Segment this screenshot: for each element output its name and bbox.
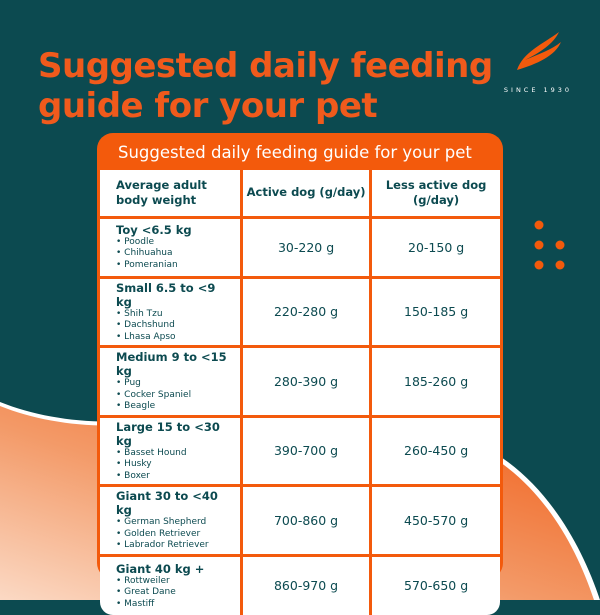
breed-item: • Chihuahua xyxy=(116,248,173,259)
page-title: Suggested daily feeding guide for your p… xyxy=(38,46,493,126)
less-active-cell: 260-450 g xyxy=(369,414,500,487)
weight-class: Giant 40 kg + xyxy=(116,561,205,576)
header-less-active: Less active dog (g/day) xyxy=(369,170,500,219)
breed-item: • Pug xyxy=(116,378,141,388)
active-cell: 220-280 g xyxy=(239,275,373,348)
less-active-cell: 185-260 g xyxy=(369,345,500,418)
table-row: Toy <6.5 kg • Poodle • Chihuahua • Pomerani… xyxy=(100,215,500,279)
flame-swoosh-icon xyxy=(517,32,561,70)
breed-item: • Beagle xyxy=(116,401,156,411)
active-cell: 280-390 g xyxy=(239,345,373,418)
breed-item: • Golden Retriever xyxy=(116,528,201,539)
weight-cell: Giant 30 to <40 kg • German Shepherd • Gol… xyxy=(100,484,243,557)
weight-cell: Medium 9 to <15 kg • Pug • Cocker Spaniel •… xyxy=(100,345,243,418)
table-row: Giant 40 kg + • Rottweiler • Great Dane • M… xyxy=(100,553,500,615)
breed-item: • Basset Hound xyxy=(116,447,187,458)
feeding-guide-table: Suggested daily feeding guide for your p… xyxy=(97,133,503,615)
weight-cell: Toy <6.5 kg • Poodle • Chihuahua • Pomerani… xyxy=(100,215,243,279)
table-title: Suggested daily feeding guide for your p… xyxy=(118,143,472,162)
table-row: Medium 9 to <15 kg • Pug • Cocker Spaniel •… xyxy=(100,345,500,418)
header-weight: Average adult body weight xyxy=(100,170,243,219)
active-cell: 30-220 g xyxy=(239,215,373,279)
less-active-cell: 150-185 g xyxy=(369,275,500,348)
logo-tagline: SINCE 1930 xyxy=(503,86,573,94)
weight-class: Large 15 to <30 kg xyxy=(116,419,220,448)
less-active-cell: 570-650 g xyxy=(369,553,500,615)
less-active-cell: 20-150 g xyxy=(369,215,500,279)
breed-item: • Cocker Spaniel xyxy=(116,389,192,400)
active-cell: 390-700 g xyxy=(239,414,373,487)
breed-item: • Great Dane xyxy=(116,587,176,597)
table-row: Giant 30 to <40 kg • German Shepherd • Gol… xyxy=(100,484,500,557)
less-active-cell: 450-570 g xyxy=(369,484,500,557)
breed-item: • Dachshund xyxy=(116,320,175,330)
breed-item: • Poodle xyxy=(116,236,155,247)
active-cell: 860-970 g xyxy=(239,553,373,615)
header-active: Active dog (g/day) xyxy=(239,170,373,219)
breed-item: • Rottweiler xyxy=(116,575,170,586)
weight-cell: Large 15 to <30 kg • Basset Hound • Husky •… xyxy=(100,414,243,487)
weight-cell: Small 6.5 to <9 kg • Shih Tzu • Dachshund •… xyxy=(100,275,243,348)
breed-item: • German Shepherd xyxy=(116,517,207,527)
table-row: Large 15 to <30 kg • Basset Hound • Husky •… xyxy=(100,414,500,487)
table-row: Small 6.5 to <9 kg • Shih Tzu • Dachshund •… xyxy=(100,275,500,348)
weight-cell: Giant 40 kg + • Rottweiler • Great Dane • M… xyxy=(100,553,243,615)
breed-item: • Mastiff xyxy=(116,598,155,609)
breed-item: • Boxer xyxy=(116,470,150,481)
active-cell: 700-860 g xyxy=(239,484,373,557)
weight-class: Small 6.5 to <9 kg xyxy=(116,280,216,309)
weight-class: Toy <6.5 kg xyxy=(116,222,192,237)
breed-item: • Labrador Retriever xyxy=(116,540,209,550)
decorative-dots xyxy=(534,220,565,270)
breed-item: • Shih Tzu xyxy=(116,308,163,319)
weight-class: Giant 30 to <40 kg xyxy=(116,489,218,517)
breed-item: • Lhasa Apso xyxy=(116,331,176,342)
brand-logo: SINCE 1930 xyxy=(500,30,576,94)
weight-class: Medium 9 to <15 kg xyxy=(116,350,227,378)
breed-item: • Husky xyxy=(116,459,152,469)
breed-item: • Pomeranian xyxy=(116,259,178,270)
